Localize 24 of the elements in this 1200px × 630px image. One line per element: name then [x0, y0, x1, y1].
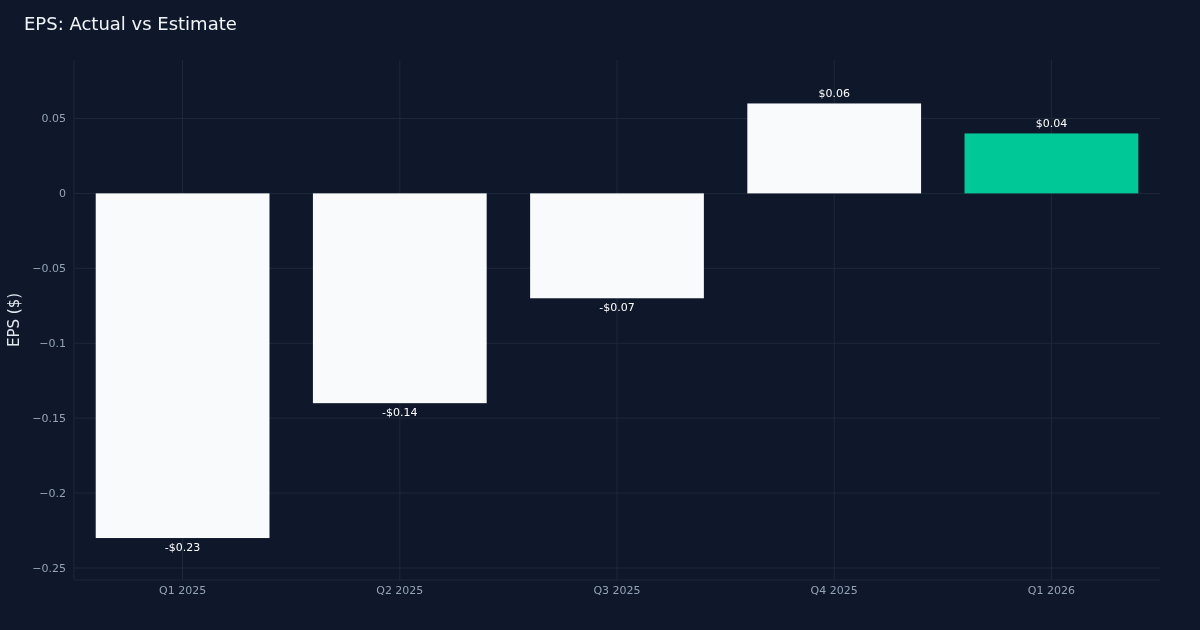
x-tick-label: Q2 2025: [376, 584, 424, 597]
data-label: $0.06: [818, 87, 850, 101]
y-tick-label: 0: [59, 187, 66, 201]
y-tick-label: −0.1: [39, 337, 66, 351]
y-tick-label: −0.2: [39, 487, 66, 501]
y-tick-label: −0.25: [32, 562, 66, 576]
data-label: $0.04: [1035, 117, 1068, 131]
bar: [747, 103, 922, 194]
bar: [964, 133, 1139, 194]
data-label: -$0.07: [599, 301, 635, 315]
bar: [530, 193, 704, 299]
y-tick-label: −0.05: [32, 262, 66, 276]
x-tick-label: Q4 2025: [810, 584, 858, 597]
y-tick-label: −0.15: [32, 412, 66, 426]
x-tick-label: Q1 2026: [1027, 584, 1075, 597]
x-tick-label: Q1 2025: [159, 584, 207, 597]
data-label: -$0.14: [382, 406, 418, 420]
y-axis-title: EPS ($): [5, 292, 23, 348]
data-label: -$0.23: [164, 541, 201, 555]
chart-title: EPS: Actual vs Estimate: [24, 13, 237, 34]
x-tick-label: Q3 2025: [593, 584, 641, 597]
bar: [95, 193, 270, 539]
bar: [312, 193, 487, 404]
y-tick-label: 0.05: [41, 112, 66, 126]
